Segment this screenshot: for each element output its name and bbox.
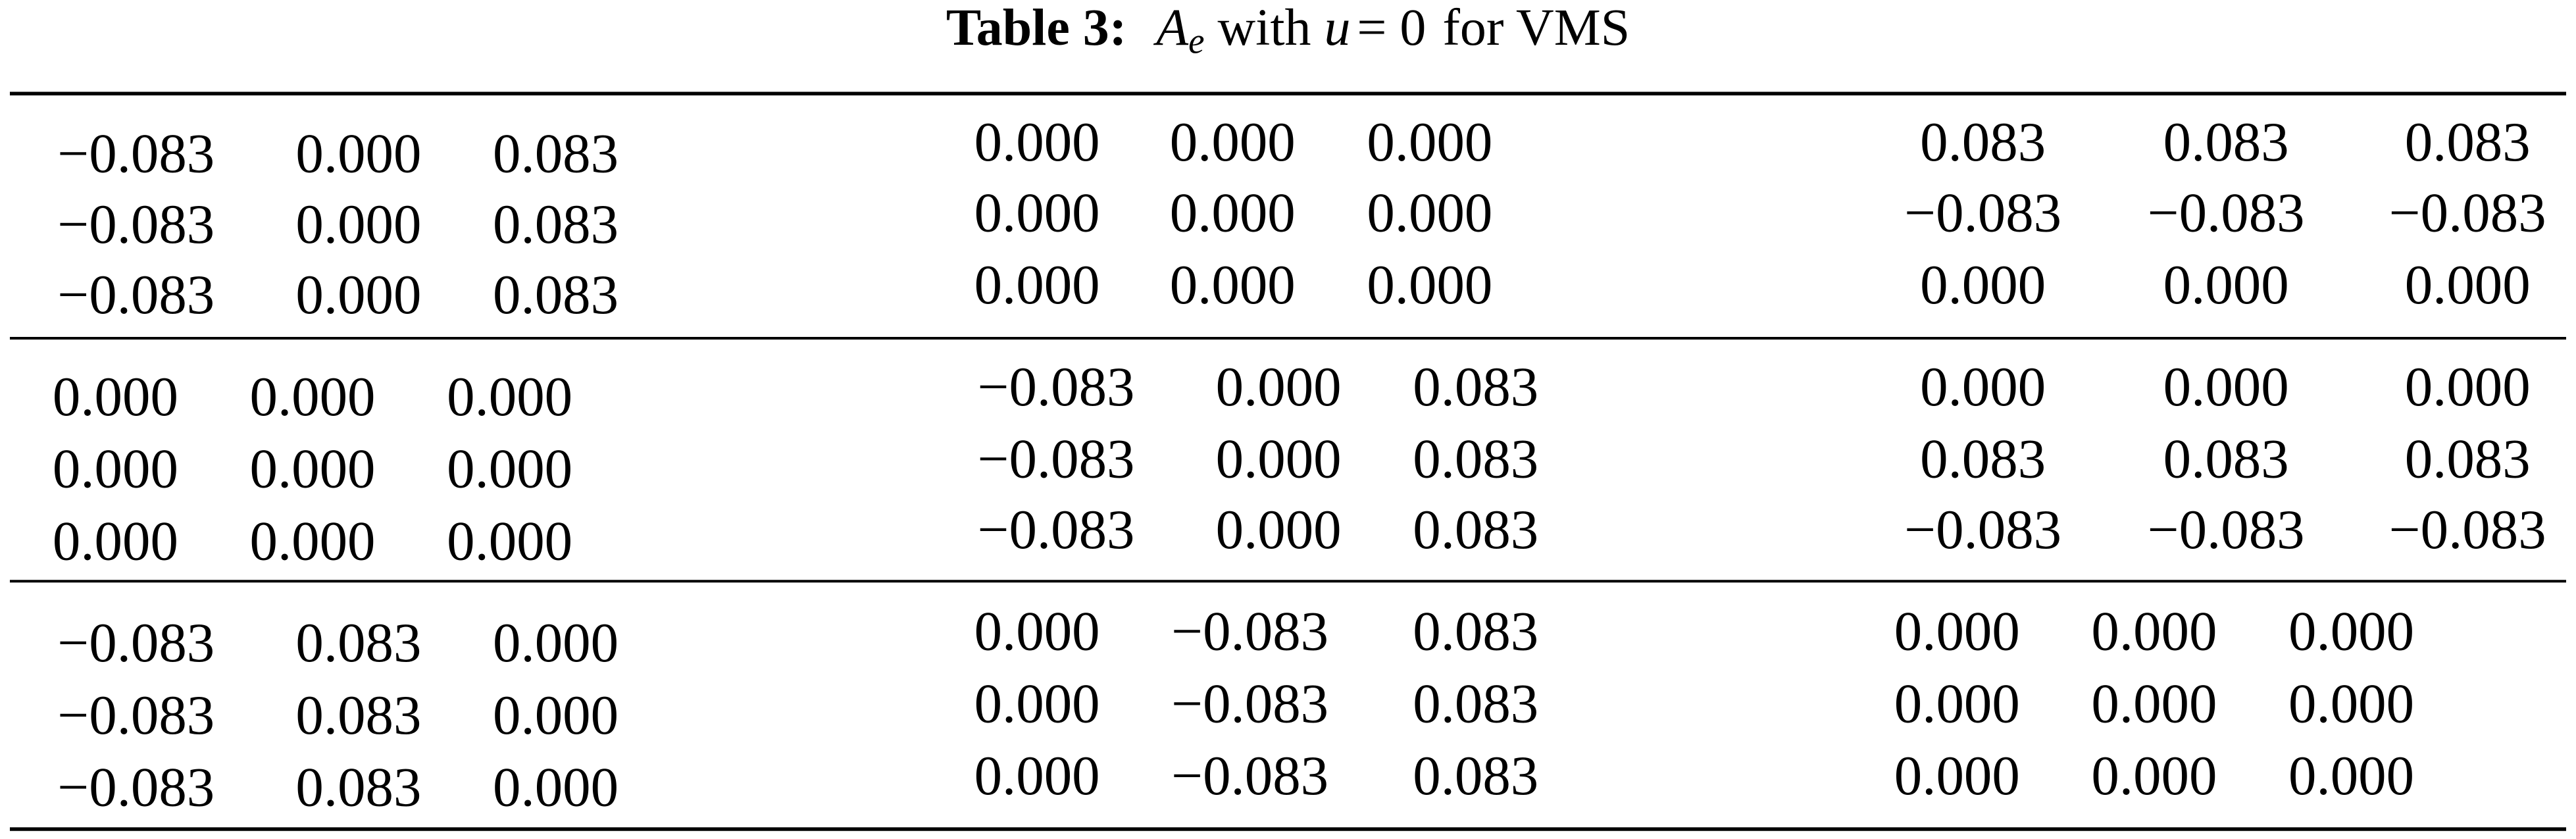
matrix-cell: 0.083 bbox=[295, 684, 421, 746]
matrix-cell: 0.000 bbox=[974, 111, 1100, 173]
matrix-cell: 0.083 bbox=[493, 193, 619, 255]
matrix-cell: 0.083 bbox=[1920, 428, 2046, 490]
matrix-cell: 0.083 bbox=[2163, 111, 2289, 173]
caption-symbol: A bbox=[1153, 0, 1189, 57]
matrix-cell: 0.000 bbox=[295, 193, 421, 255]
matrix-cell: 0.000 bbox=[493, 612, 619, 674]
caption-rest: for VMS bbox=[1442, 0, 1630, 57]
matrix-cell: 0.000 bbox=[2091, 745, 2217, 807]
matrix-cell: 0.000 bbox=[2405, 254, 2531, 316]
matrix-cell: −0.083 bbox=[1904, 182, 2061, 243]
matrix-cell: −0.083 bbox=[978, 356, 1135, 418]
matrix-cell: −0.083 bbox=[57, 123, 215, 185]
matrix-cell: 0.000 bbox=[2288, 745, 2414, 807]
matrix-cell: 0.000 bbox=[1894, 601, 2020, 663]
matrix-cell: −0.083 bbox=[1171, 745, 1328, 807]
matrix-cell: 0.000 bbox=[1367, 182, 1492, 243]
matrix-cell: −0.083 bbox=[1904, 499, 2061, 561]
matrix-cell: 0.083 bbox=[1413, 499, 1538, 561]
matrix-cell: 0.000 bbox=[2163, 356, 2289, 418]
matrix-cell: 0.000 bbox=[1920, 356, 2046, 418]
matrix-cell: 0.000 bbox=[250, 510, 376, 572]
matrix-cell: 0.000 bbox=[1367, 254, 1492, 316]
matrix-cell: 0.000 bbox=[493, 684, 619, 746]
matrix-cell: 0.000 bbox=[250, 438, 376, 500]
caption: Table 3: Ae with u = 0 for VMS bbox=[946, 0, 1630, 61]
caption-connector: with bbox=[1217, 0, 1311, 57]
matrix-cell: −0.083 bbox=[978, 499, 1135, 561]
matrix-cell: 0.083 bbox=[493, 123, 619, 185]
matrix-cell: 0.000 bbox=[53, 366, 178, 428]
caption-label: Table 3: bbox=[946, 0, 1127, 57]
matrix-cell: 0.000 bbox=[493, 757, 619, 819]
matrix-cell: 0.000 bbox=[295, 264, 421, 326]
matrix-cell: 0.000 bbox=[250, 366, 376, 428]
matrix-cell: 0.083 bbox=[1413, 745, 1538, 807]
caption-equation: = 0 bbox=[1357, 0, 1426, 57]
matrix-cell: −0.083 bbox=[2389, 499, 2546, 561]
caption-variable: u bbox=[1324, 0, 1350, 57]
matrix-cell: −0.083 bbox=[57, 264, 215, 326]
matrix-cell: 0.000 bbox=[1367, 111, 1492, 173]
matrix-cell: 0.000 bbox=[2091, 601, 2217, 663]
matrix-cell: −0.083 bbox=[1171, 673, 1328, 734]
matrix-cell: 0.000 bbox=[447, 438, 572, 500]
matrix-cell: 0.083 bbox=[1413, 356, 1538, 418]
matrix-cell: 0.000 bbox=[974, 673, 1100, 734]
matrix-cell: 0.000 bbox=[1216, 356, 1342, 418]
matrix-cell: 0.000 bbox=[1920, 254, 2046, 316]
matrix-cell: 0.000 bbox=[2091, 673, 2217, 734]
matrix-cell: 0.000 bbox=[447, 510, 572, 572]
caption-subscript: e bbox=[1188, 20, 1204, 61]
matrix-cell: 0.083 bbox=[1920, 111, 2046, 173]
matrix-cell: 0.083 bbox=[493, 264, 619, 326]
matrix-cell: 0.000 bbox=[53, 438, 178, 500]
matrix-cell: 0.000 bbox=[1170, 254, 1296, 316]
matrix-cell: −0.083 bbox=[2148, 182, 2305, 243]
matrix-cell: 0.083 bbox=[1413, 673, 1538, 734]
matrix-cell: 0.000 bbox=[2288, 601, 2414, 663]
matrix-cell: 0.000 bbox=[2405, 356, 2531, 418]
matrix-cell: 0.083 bbox=[295, 612, 421, 674]
matrix-cell: 0.000 bbox=[447, 366, 572, 428]
matrix-cell: 0.000 bbox=[1170, 111, 1296, 173]
matrix-cell: −0.083 bbox=[1171, 601, 1328, 663]
matrix-cell: 0.000 bbox=[1216, 499, 1342, 561]
matrix-cell: 0.083 bbox=[2163, 428, 2289, 490]
matrix-cell: −0.083 bbox=[978, 428, 1135, 490]
matrix-cell: 0.000 bbox=[2163, 254, 2289, 316]
matrix-cell: 0.000 bbox=[2288, 673, 2414, 734]
matrix-cell: 0.000 bbox=[974, 182, 1100, 243]
matrix-cell: 0.000 bbox=[1894, 673, 2020, 734]
matrix-cell: −0.083 bbox=[57, 684, 215, 746]
matrix-cell: −0.083 bbox=[2389, 182, 2546, 243]
matrix-cell: 0.000 bbox=[974, 254, 1100, 316]
matrix-cell: −0.083 bbox=[57, 612, 215, 674]
matrix-cell: 0.000 bbox=[1216, 428, 1342, 490]
matrix-cell: 0.083 bbox=[1413, 428, 1538, 490]
matrix-cell: −0.083 bbox=[57, 193, 215, 255]
matrix-cell: 0.083 bbox=[1413, 601, 1538, 663]
matrix-cell: −0.083 bbox=[57, 757, 215, 819]
matrix-cell: −0.083 bbox=[2148, 499, 2305, 561]
matrix-cell: 0.000 bbox=[53, 510, 178, 572]
matrix-cell: 0.000 bbox=[1894, 745, 2020, 807]
matrix-cell: 0.083 bbox=[2405, 111, 2531, 173]
matrix-cell: 0.083 bbox=[2405, 428, 2531, 490]
matrix-cell: 0.000 bbox=[1170, 182, 1296, 243]
matrix-cell: 0.000 bbox=[974, 745, 1100, 807]
matrix-cell: 0.083 bbox=[295, 757, 421, 819]
matrix-cell: 0.000 bbox=[295, 123, 421, 185]
matrix-cell: 0.000 bbox=[974, 601, 1100, 663]
